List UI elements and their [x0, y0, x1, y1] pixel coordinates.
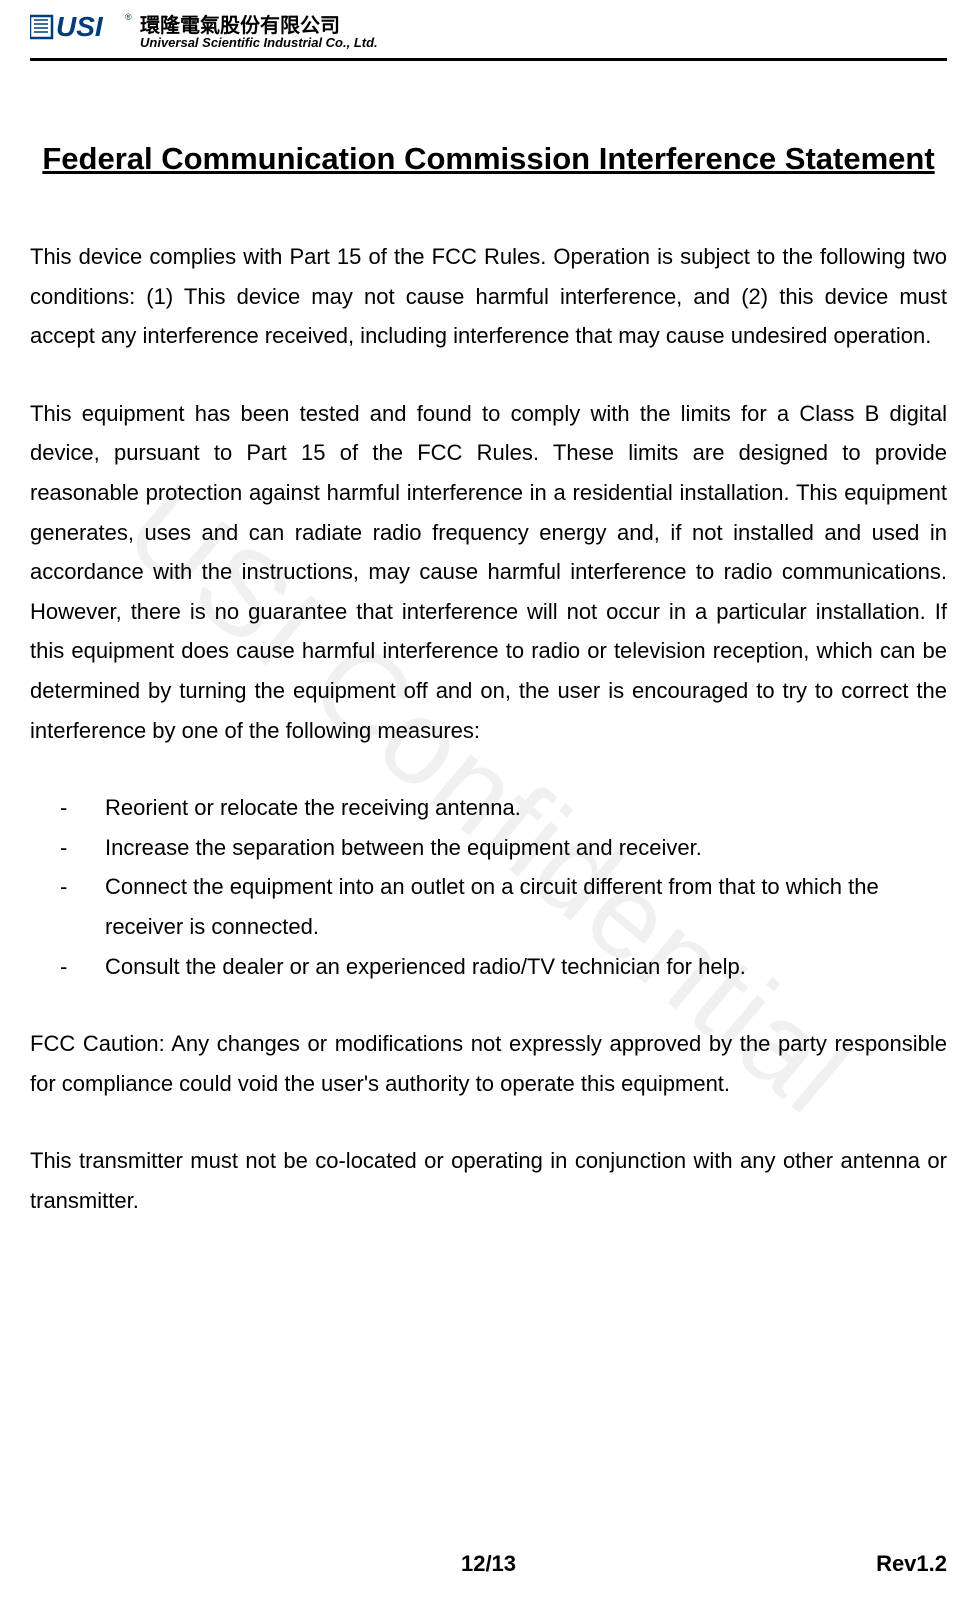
bullet-dash-icon: -	[60, 867, 105, 946]
page-title: Federal Communication Commission Interfe…	[42, 141, 934, 177]
paragraph-transmitter: This transmitter must not be co-located …	[30, 1141, 947, 1220]
list-item-text: Reorient or relocate the receiving anten…	[105, 788, 947, 828]
company-name-zh: 環隆電氣股份有限公司	[140, 13, 340, 37]
paragraph-compliance: This device complies with Part 15 of the…	[30, 237, 947, 356]
page-header: USI ® 環隆電氣股份有限公司 Universal Scientific In…	[30, 0, 947, 61]
footer-spacer	[30, 1551, 336, 1577]
list-item: - Connect the equipment into an outlet o…	[60, 867, 947, 946]
company-name-en: Universal Scientific Industrial Co., Ltd…	[140, 35, 378, 50]
page-footer: 12/13 Rev1.2	[30, 1551, 947, 1577]
page-number: 12/13	[336, 1551, 642, 1577]
paragraph-caution: FCC Caution: Any changes or modification…	[30, 1024, 947, 1103]
list-item-text: Connect the equipment into an outlet on …	[105, 867, 947, 946]
list-item-text: Increase the separation between the equi…	[105, 828, 947, 868]
measures-list: - Reorient or relocate the receiving ant…	[30, 788, 947, 986]
list-item-text: Consult the dealer or an experienced rad…	[105, 947, 947, 987]
list-item: - Increase the separation between the eq…	[60, 828, 947, 868]
bullet-dash-icon: -	[60, 947, 105, 987]
svg-text:®: ®	[125, 12, 132, 22]
list-item: - Reorient or relocate the receiving ant…	[60, 788, 947, 828]
list-item: - Consult the dealer or an experienced r…	[60, 947, 947, 987]
logo-text: USI	[56, 11, 104, 42]
bullet-dash-icon: -	[60, 828, 105, 868]
revision-label: Rev1.2	[641, 1551, 947, 1577]
paragraph-testing: This equipment has been tested and found…	[30, 394, 947, 750]
usi-logo-icon: USI ® 環隆電氣股份有限公司 Universal Scientific In…	[30, 10, 410, 50]
bullet-dash-icon: -	[60, 788, 105, 828]
company-logo: USI ® 環隆電氣股份有限公司 Universal Scientific In…	[30, 10, 410, 50]
